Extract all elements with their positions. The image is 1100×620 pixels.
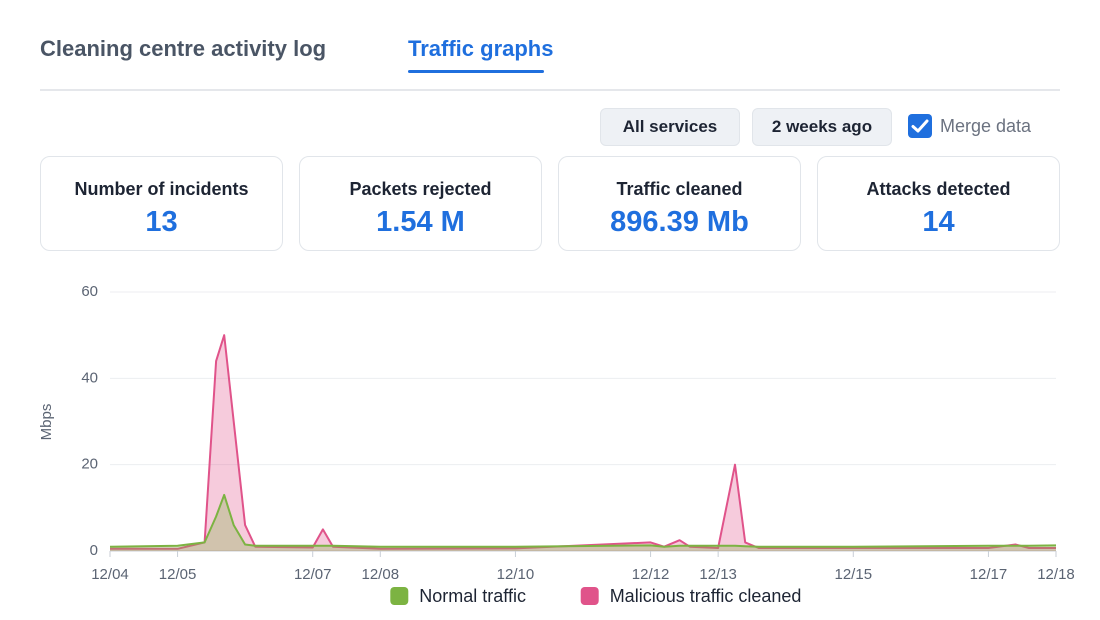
x-tick-label: 12/13 — [699, 566, 737, 583]
x-tick-label: 12/15 — [835, 566, 873, 583]
tab-underline — [408, 70, 544, 73]
tab[interactable]: Cleaning centre activity log — [40, 36, 327, 61]
period-button[interactable]: 2 weeks ago — [752, 108, 892, 146]
legend-label: Normal traffic — [419, 586, 526, 606]
stat-value: 1.54 M — [376, 206, 465, 238]
x-tick-label: 12/17 — [970, 566, 1008, 583]
stat-card: Packets rejected 1.54 M — [299, 156, 542, 251]
legend-swatch — [390, 587, 409, 605]
y-tick-label: 0 — [90, 542, 98, 559]
stat-label: Packets rejected — [349, 179, 492, 199]
stat-card: Traffic cleaned 896.39 Mb — [558, 156, 801, 251]
x-tick-label: 12/12 — [632, 566, 670, 583]
service-button[interactable]: All services — [600, 108, 740, 146]
x-tick-label: 12/07 — [294, 566, 332, 583]
tab-active[interactable]: Traffic graphs — [408, 36, 554, 61]
area-fill — [110, 335, 1056, 551]
stat-label: Traffic cleaned — [616, 179, 743, 199]
y-tick-label: 60 — [81, 283, 98, 300]
stat-card: Attacks detected 14 — [817, 156, 1060, 251]
x-tick-label: 12/08 — [362, 566, 400, 583]
stat-card: Number of incidents 13 — [40, 156, 283, 251]
x-tick-label: 12/05 — [159, 566, 197, 583]
y-axis-label: Mbps — [38, 404, 55, 441]
stat-value: 14 — [922, 206, 955, 238]
divider — [40, 89, 1060, 91]
x-tick-label: 12/10 — [497, 566, 535, 583]
merge-label[interactable]: Merge data — [940, 116, 1032, 136]
x-tick-label: 12/04 — [91, 566, 129, 583]
stat-label: Attacks detected — [866, 179, 1011, 199]
stat-value: 896.39 Mb — [610, 206, 749, 238]
area-fill — [110, 494, 1056, 551]
legend-label: Malicious traffic cleaned — [610, 586, 802, 606]
area-line — [109, 493, 1057, 548]
stat-label: Number of incidents — [74, 179, 249, 199]
legend-swatch — [580, 587, 599, 605]
x-tick-label: 12/18 — [1037, 566, 1075, 583]
y-tick-label: 40 — [81, 369, 98, 386]
y-tick-label: 20 — [81, 456, 98, 473]
stat-value: 13 — [145, 206, 178, 238]
merge-checkbox[interactable] — [908, 114, 932, 138]
area-line — [110, 334, 1056, 550]
